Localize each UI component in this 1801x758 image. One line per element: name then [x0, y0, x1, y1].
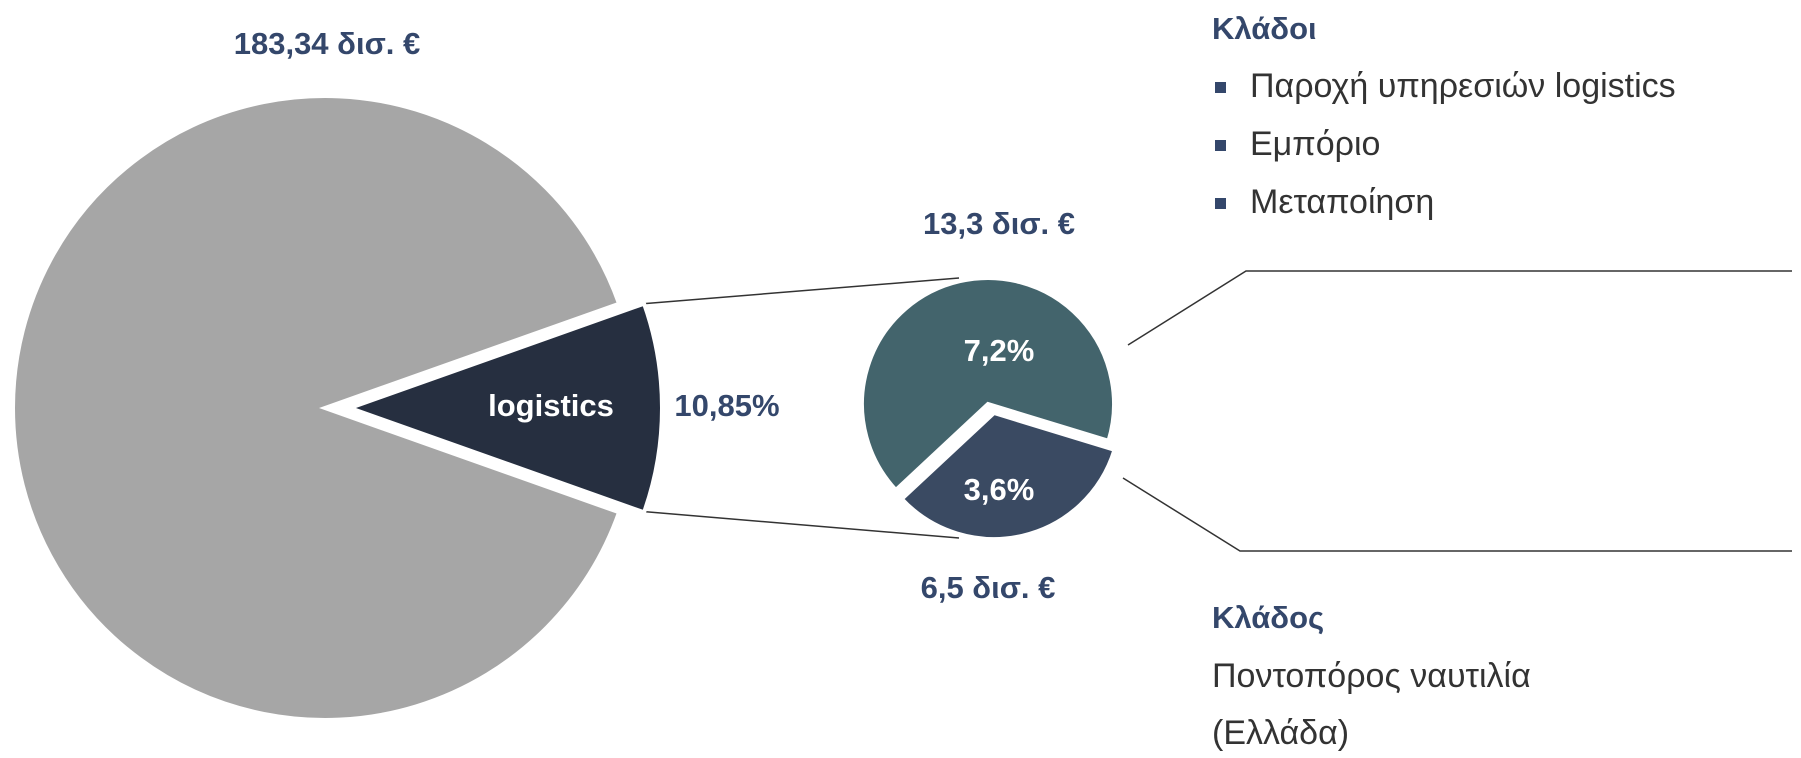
value-label: 7,2% — [964, 333, 1035, 368]
legend-text: (Ελλάδα) — [1212, 714, 1349, 752]
bracket — [1122, 477, 1792, 552]
pie-slice — [344, 301, 664, 515]
legend-title: Κλάδος — [1212, 600, 1324, 635]
amount-label: 13,3 δισ. € — [923, 206, 1075, 241]
pie-slice — [899, 410, 1117, 541]
total-label: 183,34 δισ. € — [234, 26, 421, 61]
value-label: 10,85% — [674, 388, 779, 423]
amount-label: 6,5 δισ. € — [921, 570, 1056, 605]
legend-text: Ποντοπόρος ναυτιλία — [1212, 657, 1531, 695]
legend-item: Εμπόριο — [1250, 125, 1380, 163]
legend-title: Κλάδοι — [1212, 11, 1317, 46]
legend-item: Παροχή υπηρεσιών logistics — [1250, 67, 1676, 105]
bullet — [1215, 82, 1226, 93]
connector — [639, 277, 960, 305]
pie-slice — [860, 276, 1116, 493]
bracket — [1127, 270, 1792, 346]
slice-label: logistics — [488, 388, 614, 423]
value-label: 3,6% — [964, 472, 1035, 507]
bullet — [1215, 198, 1226, 209]
legend-item: Μεταποίηση — [1250, 183, 1434, 221]
connector — [636, 510, 960, 539]
pie-slice — [11, 94, 622, 722]
bullet — [1215, 140, 1226, 151]
